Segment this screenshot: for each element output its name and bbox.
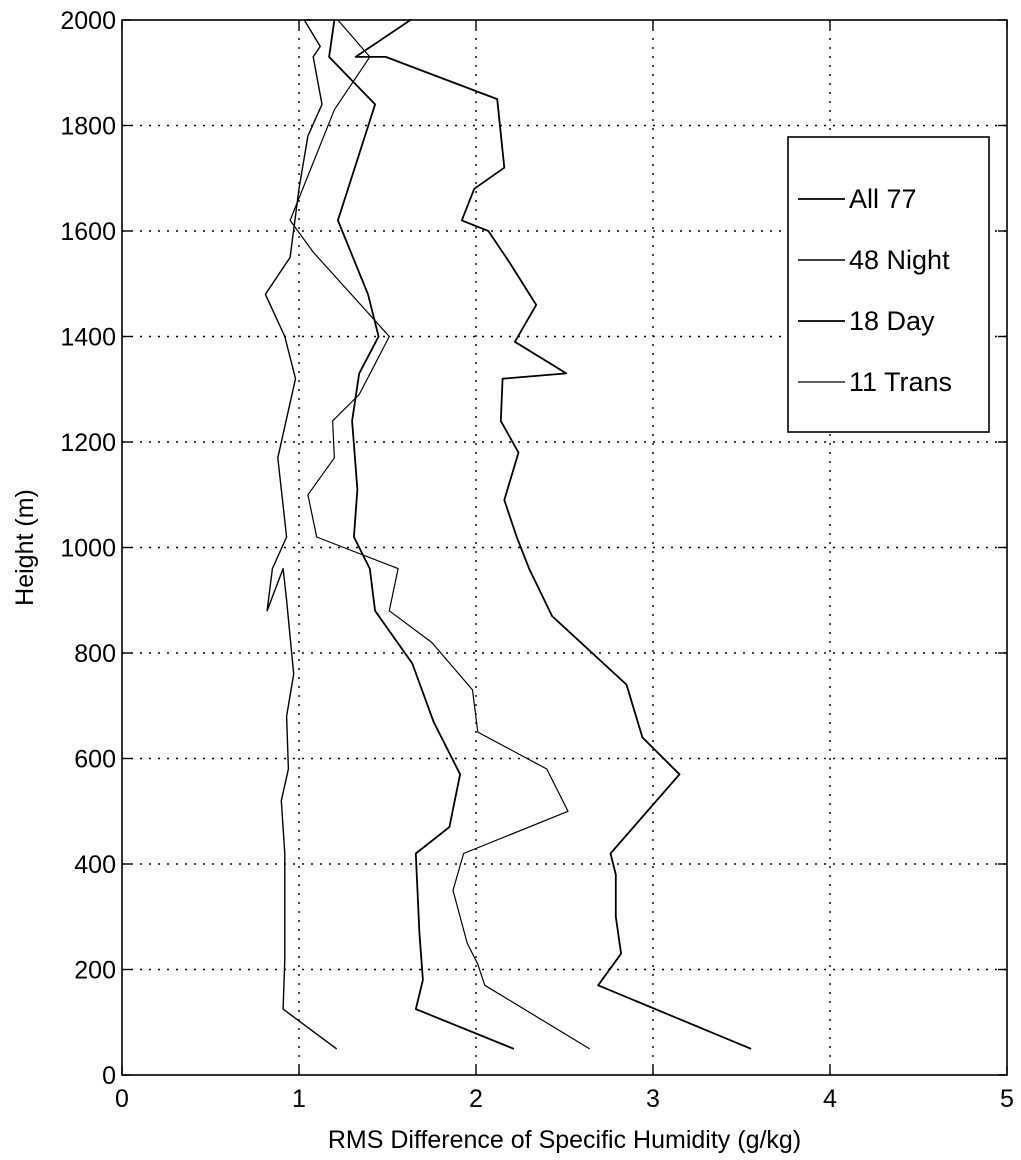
tick-marks — [121, 19, 1008, 1076]
y-tick-label: 1600 — [60, 218, 116, 246]
legend-label: 48 Night — [849, 245, 950, 275]
x-tick-label: 0 — [115, 1085, 129, 1113]
y-axis-tick-labels: 0 200 400 600 800 1000 1200 1400 1600 1800 2000 — [60, 7, 116, 1090]
x-axis-tick-labels: 0 1 2 3 4 5 — [115, 1085, 1014, 1113]
y-tick-label: 1000 — [60, 535, 116, 563]
x-tick-label: 5 — [1000, 1085, 1014, 1113]
x-tick-label: 1 — [292, 1085, 306, 1113]
x-tick-label: 3 — [646, 1085, 660, 1113]
y-tick-label: 200 — [74, 957, 116, 985]
series-line-4 — [289, 19, 590, 1050]
series-line-2 — [264, 19, 337, 1050]
series-line-1 — [328, 19, 515, 1050]
y-tick-label: 2000 — [60, 7, 116, 35]
x-tick-label: 2 — [469, 1085, 483, 1113]
grid — [122, 20, 1007, 1075]
legend: All 77 48 Night 18 Day 11 Trans — [787, 136, 990, 433]
y-tick-label: 400 — [74, 851, 116, 879]
series-line-3 — [354, 19, 752, 1050]
y-tick-label: 1200 — [60, 429, 116, 457]
legend-label: 11 Trans — [849, 367, 952, 397]
series-lines — [264, 19, 752, 1050]
x-tick-label: 4 — [823, 1085, 837, 1113]
legend-label: 18 Day — [849, 306, 935, 336]
x-axis-label: RMS Difference of Specific Humidity (g/k… — [328, 1126, 801, 1154]
y-tick-label: 0 — [102, 1062, 116, 1090]
y-axis-label: Height (m) — [11, 489, 39, 606]
y-tick-label: 1800 — [60, 113, 116, 141]
legend-label: All 77 — [849, 184, 917, 214]
y-tick-label: 1400 — [60, 324, 116, 352]
y-tick-label: 600 — [74, 746, 116, 774]
y-tick-label: 800 — [74, 640, 116, 668]
legend-box — [787, 136, 990, 433]
